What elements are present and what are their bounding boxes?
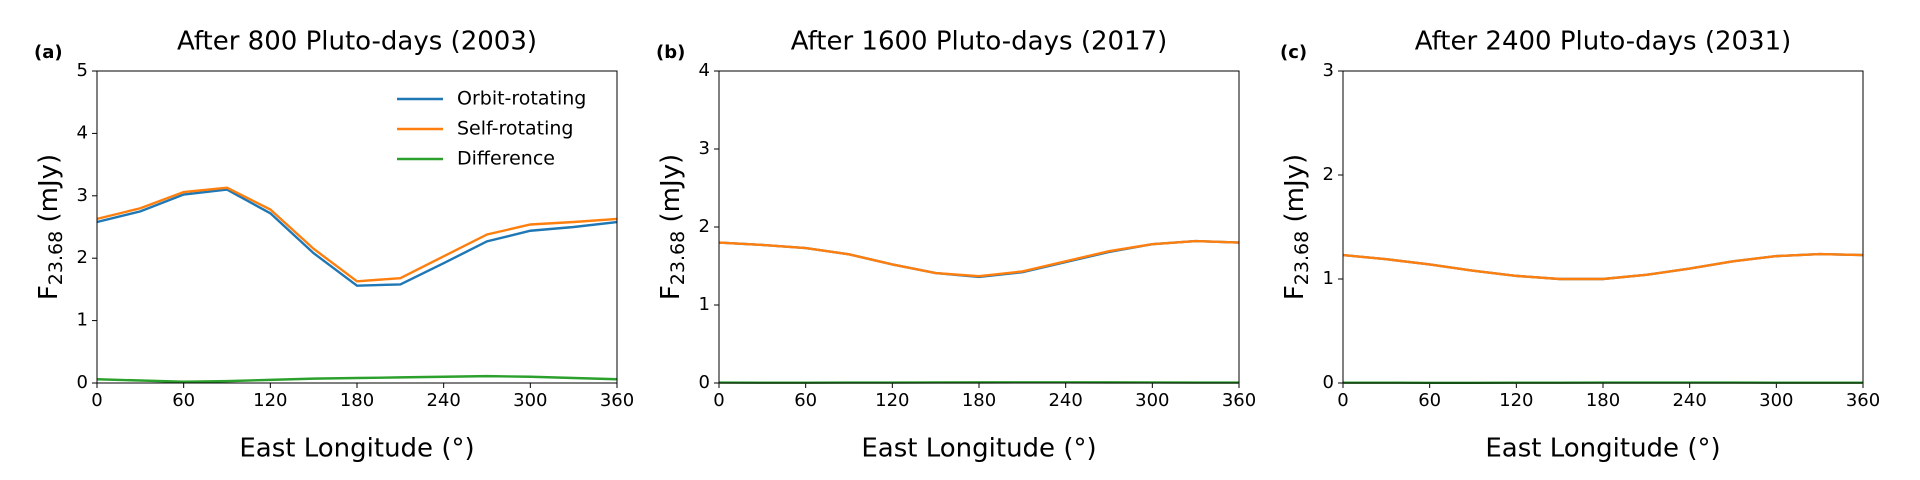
- x-tick-label: 120: [1499, 390, 1533, 411]
- x-tick-label: 240: [426, 390, 460, 411]
- y-axis-label-part: 23.68: [667, 231, 689, 285]
- x-tick-label: 300: [513, 390, 547, 411]
- y-tick-label: 4: [699, 60, 710, 81]
- data-line: [96, 186, 618, 283]
- y-tick-label: 1: [77, 310, 88, 331]
- x-tick-label: 300: [1759, 390, 1793, 411]
- legend-label: Difference: [457, 148, 555, 170]
- y-tick-label: 5: [77, 60, 88, 81]
- y-tick-label: 3: [699, 138, 710, 159]
- y-axis-label: F23.68 (mJy): [1280, 154, 1313, 300]
- y-axis-label-part: 23.68: [45, 231, 67, 285]
- x-tick-label: 120: [875, 390, 909, 411]
- x-tick-label: 0: [91, 390, 102, 411]
- x-axis-label: East Longitude (°): [239, 434, 474, 464]
- chart-title: After 2400 Pluto-days (2031): [1415, 27, 1792, 57]
- panel-label: (b): [656, 42, 685, 63]
- x-axis-label: East Longitude (°): [1485, 434, 1720, 464]
- plot-frame: [718, 70, 1240, 384]
- y-axis-label-part: (mJy): [1280, 154, 1310, 231]
- y-tick-label: 0: [77, 372, 88, 393]
- y-tick-label: 2: [77, 247, 88, 268]
- x-tick-label: 300: [1135, 390, 1169, 411]
- y-axis-label: F23.68 (mJy): [34, 154, 67, 300]
- x-tick-label: 0: [713, 390, 724, 411]
- y-axis-label-part: F: [34, 285, 64, 300]
- y-tick-label: 4: [77, 122, 88, 143]
- x-tick-label: 60: [172, 390, 195, 411]
- y-tick-label: 2: [1323, 164, 1334, 185]
- x-axis-label: East Longitude (°): [861, 434, 1096, 464]
- x-tick-label: 360: [1222, 390, 1256, 411]
- x-tick-label: 360: [600, 390, 634, 411]
- y-axis-label: F23.68 (mJy): [656, 154, 689, 300]
- chart-title: After 1600 Pluto-days (2017): [791, 27, 1168, 57]
- x-tick-label: 180: [340, 390, 374, 411]
- legend-label: Orbit-rotating: [457, 88, 586, 110]
- x-tick-label: 240: [1672, 390, 1706, 411]
- x-tick-label: 120: [253, 390, 287, 411]
- data-line: [96, 374, 618, 383]
- data-line: [96, 188, 618, 287]
- x-tick-label: 180: [1586, 390, 1620, 411]
- y-axis-label-part: 23.68: [1291, 231, 1313, 285]
- plot-frame: [96, 70, 618, 384]
- x-tick-label: 360: [1846, 390, 1880, 411]
- y-tick-label: 0: [699, 372, 710, 393]
- y-tick-label: 2: [699, 216, 710, 237]
- data-line: [718, 239, 1240, 278]
- y-axis-label-part: F: [656, 285, 686, 300]
- x-tick-label: 60: [794, 390, 817, 411]
- data-line: [1342, 252, 1864, 281]
- x-tick-label: 60: [1418, 390, 1441, 411]
- plot-frame: [1342, 70, 1864, 384]
- y-axis-label-part: (mJy): [34, 154, 64, 231]
- x-tick-label: 240: [1048, 390, 1082, 411]
- y-tick-label: 1: [699, 294, 710, 315]
- x-tick-label: 0: [1337, 390, 1348, 411]
- chart-title: After 800 Pluto-days (2003): [177, 27, 537, 57]
- y-axis-label-part: F: [1280, 285, 1310, 300]
- data-line: [1342, 252, 1864, 281]
- y-axis-label-part: (mJy): [656, 154, 686, 231]
- y-tick-label: 3: [77, 185, 88, 206]
- panel-label: (c): [1280, 42, 1307, 63]
- y-tick-label: 0: [1323, 372, 1334, 393]
- legend-label: Self-rotating: [457, 118, 573, 140]
- y-tick-label: 1: [1323, 268, 1334, 289]
- x-tick-label: 180: [962, 390, 996, 411]
- panel-label: (a): [34, 42, 63, 63]
- y-tick-label: 3: [1323, 60, 1334, 81]
